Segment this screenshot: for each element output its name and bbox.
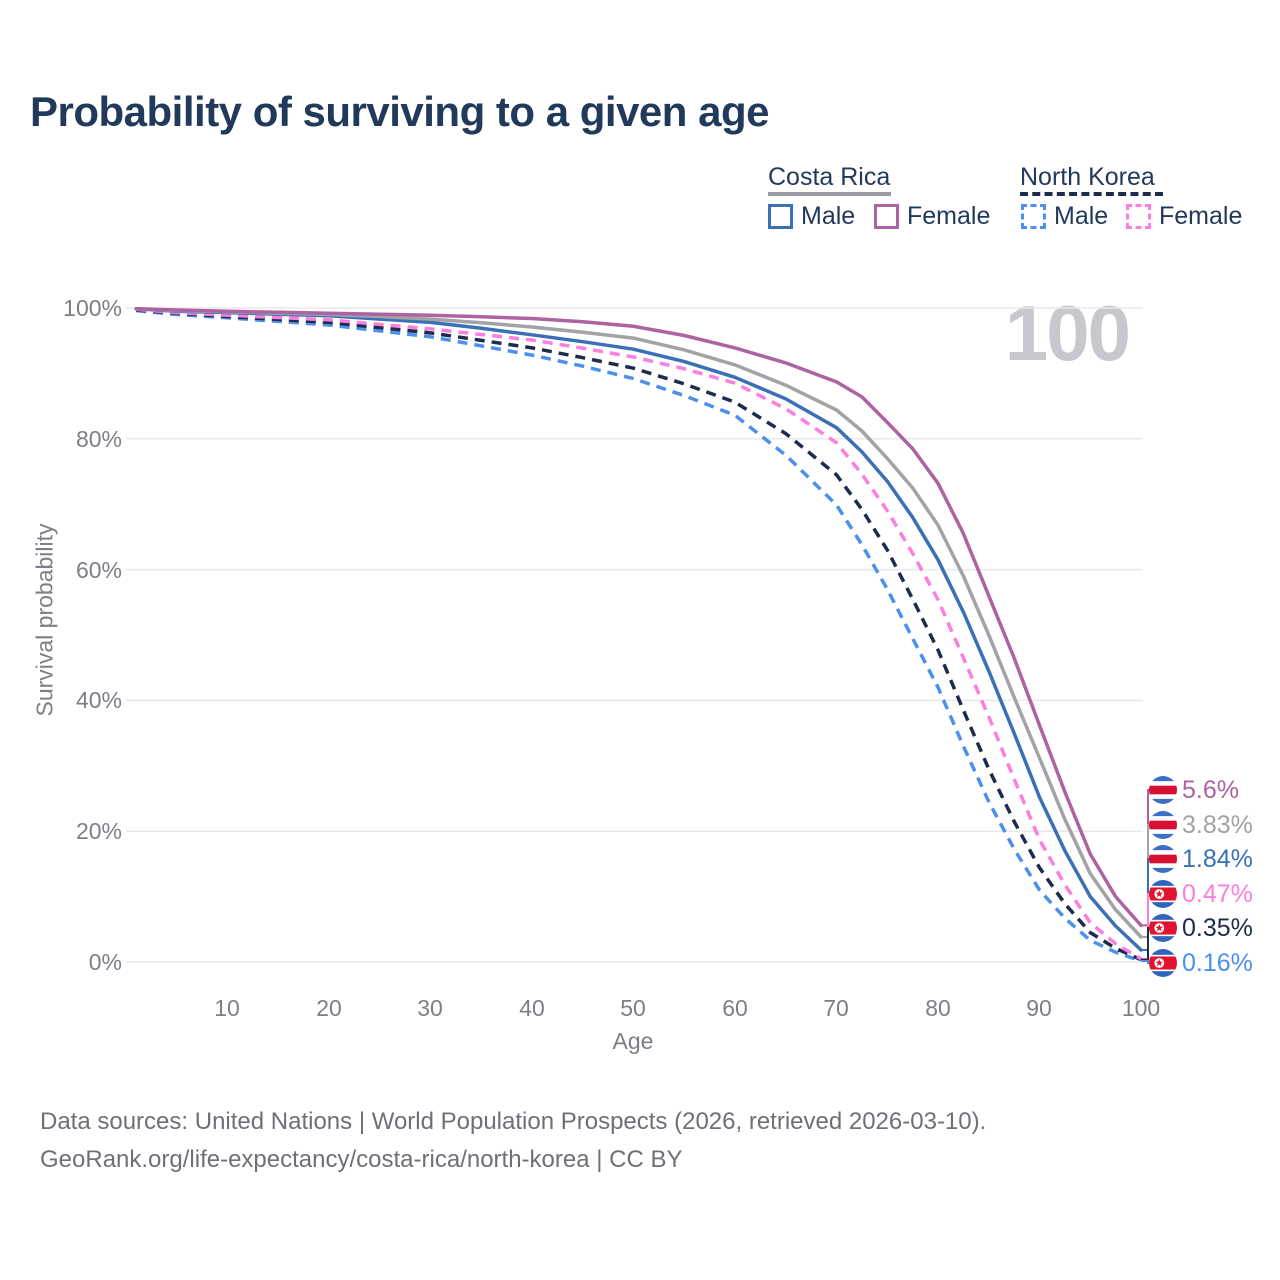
north-korea-flag-icon bbox=[1149, 914, 1177, 942]
y-tick-40: 40% bbox=[75, 687, 122, 713]
end-label-north-korea-total: 0.35% bbox=[1149, 913, 1253, 943]
data-sources-line: Data sources: United Nations | World Pop… bbox=[40, 1108, 987, 1135]
legend-label-north-korea-female: Female bbox=[1159, 202, 1243, 230]
legend-group-title-north-korea: North Korea bbox=[1020, 163, 1155, 191]
x-axis-title: Age bbox=[612, 1028, 654, 1054]
legend-swatch-costa-rica-female bbox=[874, 204, 899, 229]
legend-label-north-korea-male: Male bbox=[1054, 202, 1109, 230]
page-title: Probability of surviving to a given age bbox=[30, 88, 769, 135]
end-label-value: 3.83% bbox=[1182, 811, 1253, 839]
legend-underline-north-korea bbox=[1020, 192, 1163, 196]
x-tick-80: 80 bbox=[925, 995, 951, 1021]
end-label-north-korea-female: 0.47% bbox=[1149, 879, 1253, 909]
end-label-value: 0.16% bbox=[1182, 949, 1253, 977]
x-tick-100: 100 bbox=[1121, 995, 1161, 1021]
legend-label-costa-rica-female: Female bbox=[907, 202, 991, 230]
legend-swatch-north-korea-male bbox=[1021, 204, 1046, 229]
legend-swatch-north-korea-female bbox=[1126, 204, 1151, 229]
x-tick-60: 60 bbox=[722, 995, 748, 1021]
age-watermark: 100 bbox=[1004, 289, 1131, 377]
x-tick-70: 70 bbox=[823, 995, 849, 1021]
attribution-line: GeoRank.org/life-expectancy/costa-rica/n… bbox=[40, 1146, 683, 1173]
y-tick-0: 0% bbox=[88, 949, 122, 975]
costa-rica-flag-icon bbox=[1149, 811, 1177, 839]
end-label-value: 0.47% bbox=[1182, 880, 1253, 908]
x-tick-20: 20 bbox=[316, 995, 342, 1021]
y-tick-60: 60% bbox=[75, 557, 122, 583]
end-label-value: 0.35% bbox=[1182, 914, 1253, 942]
y-tick-100: 100% bbox=[63, 295, 122, 321]
survival-probability-plot bbox=[126, 306, 1155, 964]
y-tick-80: 80% bbox=[75, 426, 122, 452]
legend-underline-costa-rica bbox=[768, 192, 891, 196]
x-tick-10: 10 bbox=[214, 995, 240, 1021]
x-tick-50: 50 bbox=[620, 995, 646, 1021]
north-korea-flag-icon bbox=[1149, 949, 1177, 977]
legend-swatch-costa-rica-male bbox=[768, 204, 793, 229]
legend-group-title-costa-rica: Costa Rica bbox=[768, 163, 891, 191]
costa-rica-flag-icon bbox=[1149, 776, 1177, 804]
end-label-costa-rica-total: 3.83% bbox=[1149, 810, 1253, 840]
end-label-value: 1.84% bbox=[1182, 845, 1253, 873]
legend-label-costa-rica-male: Male bbox=[801, 202, 856, 230]
x-tick-30: 30 bbox=[417, 995, 443, 1021]
end-label-value: 5.6% bbox=[1182, 776, 1239, 804]
x-tick-90: 90 bbox=[1026, 995, 1052, 1021]
x-tick-40: 40 bbox=[519, 995, 545, 1021]
north-korea-flag-icon bbox=[1149, 880, 1177, 908]
end-label-costa-rica-male: 1.84% bbox=[1149, 844, 1253, 874]
end-label-costa-rica-female: 5.6% bbox=[1149, 775, 1239, 805]
y-axis-title: Survival probability bbox=[31, 523, 58, 717]
costa-rica-flag-icon bbox=[1149, 845, 1177, 873]
end-label-north-korea-male: 0.16% bbox=[1149, 948, 1253, 978]
y-tick-20: 20% bbox=[75, 818, 122, 844]
